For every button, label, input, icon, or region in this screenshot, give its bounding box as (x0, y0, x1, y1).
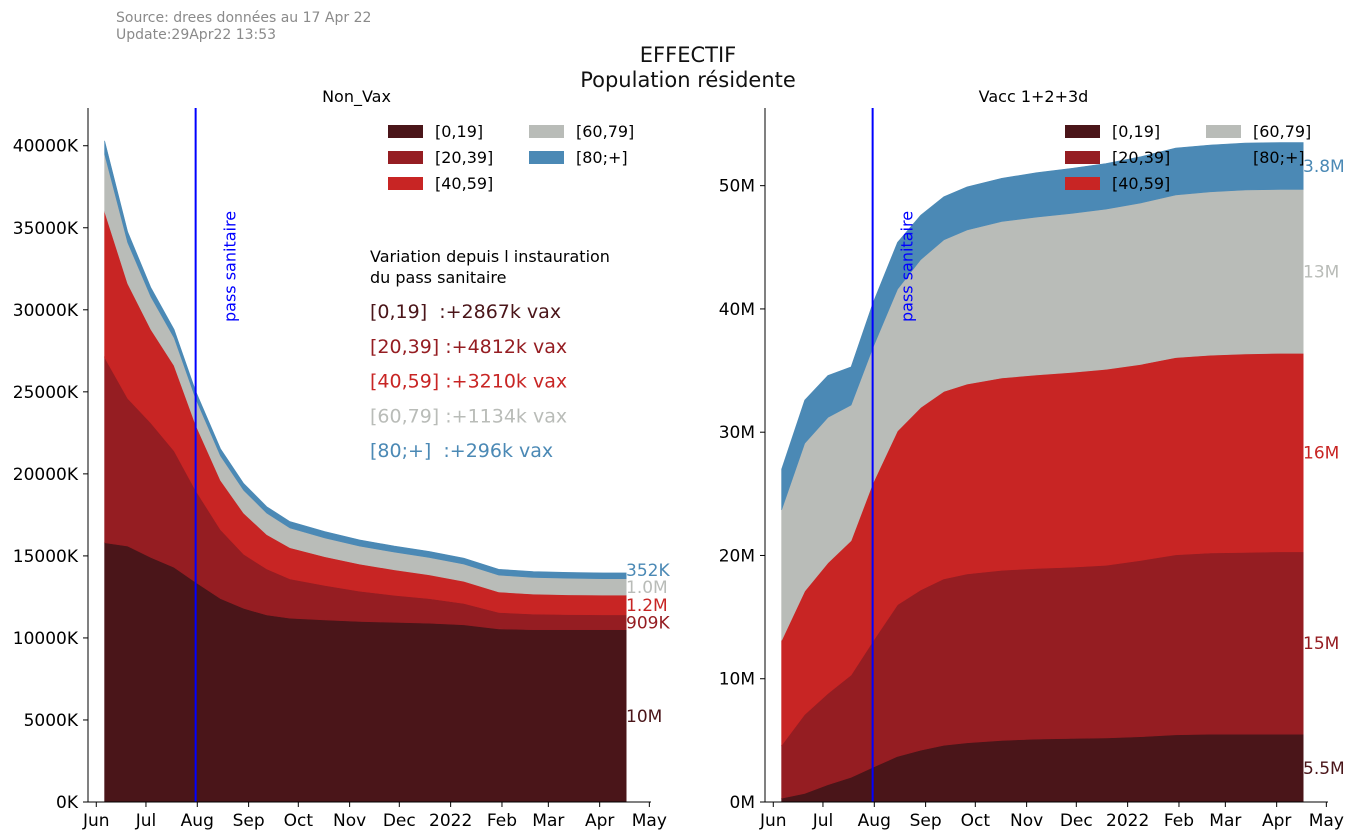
legend-swatch (529, 151, 564, 164)
x-tick-label: Sep (233, 811, 265, 831)
y-tick-label: 30000K (13, 301, 79, 321)
x-tick-label: Sep (910, 811, 942, 831)
y-tick-label: 30M (719, 423, 755, 443)
y-tick-label: 5000K (24, 711, 79, 731)
legend-label: [20,39] (435, 148, 493, 167)
y-tick-label: 0K (56, 793, 79, 813)
x-tick-label: May (1309, 811, 1344, 831)
legend-swatch (388, 151, 423, 164)
x-tick-label: 2022 (1106, 811, 1149, 831)
x-tick-label: Mar (532, 811, 564, 831)
end-label-2: 16M (1303, 444, 1339, 464)
end-label-1: 909K (626, 613, 670, 633)
legend-swatch (529, 125, 564, 138)
annotation-line-0: [0,19] :+2867k vax (370, 301, 561, 323)
x-tick-label: Aug (181, 811, 214, 831)
y-tick-label: 20000K (13, 465, 79, 485)
legend-swatch (1065, 177, 1100, 190)
legend-swatch (388, 125, 423, 138)
area-series-4 (781, 142, 1304, 510)
annotation-line-1: [20,39] :+4812k vax (370, 336, 567, 358)
legend-label: [40,59] (1112, 174, 1170, 193)
legend-swatch (1065, 125, 1100, 138)
x-tick-label: 2022 (429, 811, 472, 831)
figure-title: EFFECTIF (639, 43, 737, 67)
legend-label: [0,19] (1112, 122, 1160, 141)
legend-label: [0,19] (435, 122, 483, 141)
legend-swatch (1206, 151, 1241, 164)
y-tick-label: 0M (730, 793, 755, 813)
figure-subtitle: Population résidente (580, 68, 796, 92)
legend-swatch (1206, 125, 1241, 138)
end-label-3: 13M (1303, 262, 1339, 282)
y-tick-label: 35000K (13, 219, 79, 239)
end-label-0: 10M (626, 707, 662, 727)
x-tick-label: Dec (383, 811, 416, 831)
end-label-2: 1.2M (626, 596, 668, 616)
x-tick-label: Dec (1060, 811, 1093, 831)
x-tick-label: Aug (858, 811, 891, 831)
pass-sanitaire-label: pass sanitaire (898, 211, 917, 322)
x-tick-label: Jun (759, 811, 787, 831)
update-line: Update:29Apr22 13:53 (116, 27, 277, 43)
x-tick-label: Oct (284, 811, 314, 831)
source-line: Source: drees données au 17 Apr 22 (116, 10, 372, 26)
annotation-line-2: [40,59] :+3210k vax (370, 371, 567, 393)
x-tick-label: Jul (135, 811, 157, 831)
legend-label: [60,79] (1253, 122, 1311, 141)
x-tick-label: Apr (585, 811, 614, 831)
x-tick-label: Jun (82, 811, 110, 831)
x-tick-label: Apr (1262, 811, 1291, 831)
end-label-1: 15M (1303, 634, 1339, 654)
end-label-3: 1.0M (626, 578, 668, 598)
annotation-line-4: [80;+] :+296k vax (370, 440, 553, 462)
pass-sanitaire-label: pass sanitaire (221, 211, 240, 322)
legend-label: [60,79] (576, 122, 634, 141)
end-label-0: 5.5M (1303, 759, 1345, 779)
annotation-title-line1: Variation depuis l instauration (370, 247, 610, 266)
y-tick-label: 25000K (13, 383, 79, 403)
legend-label: [40,59] (435, 174, 493, 193)
y-tick-label: 40000K (13, 137, 79, 157)
x-tick-label: Nov (333, 811, 366, 831)
y-tick-label: 20M (719, 546, 755, 566)
x-tick-label: Feb (1164, 811, 1194, 831)
annotation-line-3: [60,79] :+1134k vax (370, 405, 567, 427)
x-tick-label: Feb (487, 811, 517, 831)
y-tick-label: 40M (719, 300, 755, 320)
y-tick-label: 10000K (13, 629, 79, 649)
y-tick-label: 50M (719, 177, 755, 197)
legend-swatch (1065, 151, 1100, 164)
x-tick-label: May (632, 811, 667, 831)
subplot-title: Vacc 1+2+3d (979, 87, 1089, 106)
x-tick-label: Mar (1209, 811, 1241, 831)
legend-label: [80;+] (576, 148, 628, 167)
legend-label: [80;+] (1253, 148, 1305, 167)
x-tick-label: Nov (1010, 811, 1043, 831)
legend-label: [20,39] (1112, 148, 1170, 167)
y-tick-label: 15000K (13, 547, 79, 567)
end-label-4: 352K (626, 561, 670, 581)
subplot-title: Non_Vax (322, 87, 391, 107)
x-tick-label: Jul (812, 811, 834, 831)
x-tick-label: Oct (961, 811, 991, 831)
chart-vacc: 5.5M 15M 16M 13M 3.8M pass sanitaire 0M 10M 20M 3… (719, 87, 1345, 831)
annotation-title-line2: du pass sanitaire (370, 268, 506, 287)
legend-swatch (388, 177, 423, 190)
area-series-4 (104, 140, 627, 579)
y-tick-label: 10M (719, 670, 755, 690)
end-label-4: 3.8M (1303, 157, 1345, 177)
